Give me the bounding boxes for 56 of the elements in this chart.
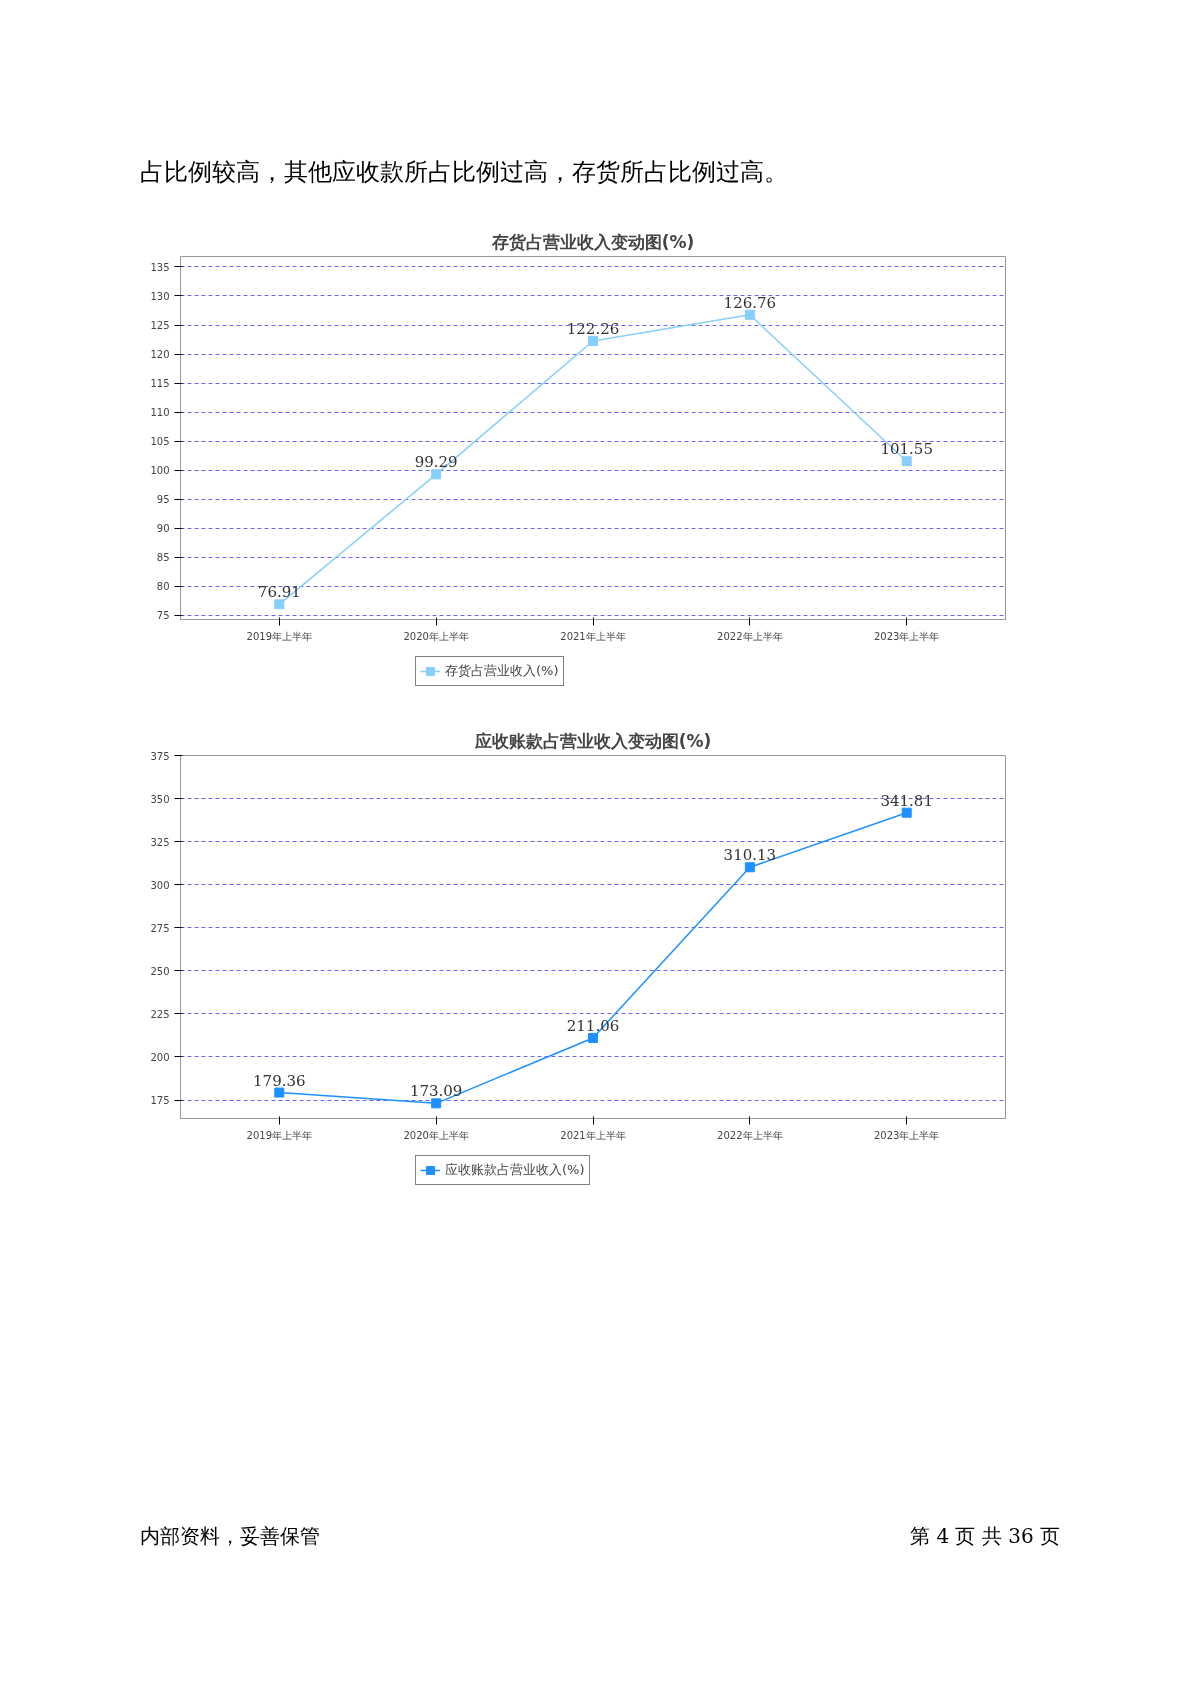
data-label: 179.36 [253, 1071, 306, 1090]
y-tick-label: 80 [156, 581, 170, 593]
x-tick-label: 2020年上半年 [403, 1129, 469, 1141]
text: 内部资料，妥善保管 [140, 1523, 320, 1551]
y-tick-label: 350 [150, 793, 170, 805]
x-tick-label: 2023年上半年 [873, 630, 940, 642]
point [744, 310, 755, 321]
y-tick-label: 85 [156, 552, 170, 564]
x-tick-label: 2019年上半年 [246, 1129, 313, 1141]
x-tick-label: 2022年上半年 [717, 630, 783, 642]
point [588, 1033, 598, 1044]
chart-title: 应收账款占营业收入变动图(%) [473, 730, 712, 751]
y-tick-label: 75 [156, 610, 170, 622]
y-tick-label: 125 [150, 320, 170, 332]
point [588, 336, 598, 347]
x-tick-label: 2023年上半年 [873, 1129, 940, 1141]
point [431, 469, 442, 480]
y-tick-label: 175 [150, 1095, 170, 1107]
y-tick-label: 300 [150, 879, 170, 891]
x-tick-label: 2022年上半年 [717, 1129, 783, 1141]
point [274, 1087, 285, 1098]
y-tick-label: 275 [150, 923, 170, 935]
data-label: 341.81 [880, 791, 933, 810]
y-tick-label: 375 [150, 750, 170, 762]
y-tick-label: 120 [150, 349, 170, 361]
point [274, 599, 285, 610]
data-label: 101.55 [880, 440, 933, 459]
point [431, 1098, 442, 1109]
data-label: 173.09 [409, 1082, 463, 1101]
x-tick-label: 2019年上半年 [246, 630, 313, 642]
data-label: 126.76 [723, 294, 777, 313]
data-label: 122.26 [566, 320, 620, 339]
legend-label: 应收账款占营业收入(%) [445, 1161, 585, 1180]
y-tick-label: 225 [150, 1009, 170, 1021]
y-tick-label: 95 [156, 494, 170, 506]
x-tick-label: 2020年上半年 [403, 630, 469, 642]
x-tick-label: 2021年上半年 [560, 630, 626, 642]
x-tick-label: 2021年上半年 [560, 1129, 626, 1141]
point [744, 862, 755, 873]
point [901, 807, 912, 818]
y-tick-label: 115 [150, 378, 170, 390]
text: 占比例较高，其他应收款所占比例过高，存货所占比例过高。 [140, 157, 788, 188]
y-tick-label: 200 [150, 1052, 170, 1064]
y-tick-label: 105 [150, 436, 170, 448]
y-tick-label: 90 [156, 523, 170, 535]
y-tick-label: 130 [150, 291, 170, 303]
y-tick-label: 325 [150, 836, 170, 848]
text: 第 4 页 共 36 页 [910, 1523, 1060, 1551]
chart-title: 存货占营业收入变动图(%) [490, 231, 695, 252]
point [901, 456, 912, 467]
y-tick-label: 100 [150, 465, 170, 477]
y-tick-label: 135 [150, 262, 170, 274]
y-tick-label: 250 [150, 966, 170, 978]
data-label: 310.13 [723, 846, 777, 865]
legend-label: 存货占营业收入(%) [445, 662, 559, 681]
y-tick-label: 110 [150, 407, 170, 419]
